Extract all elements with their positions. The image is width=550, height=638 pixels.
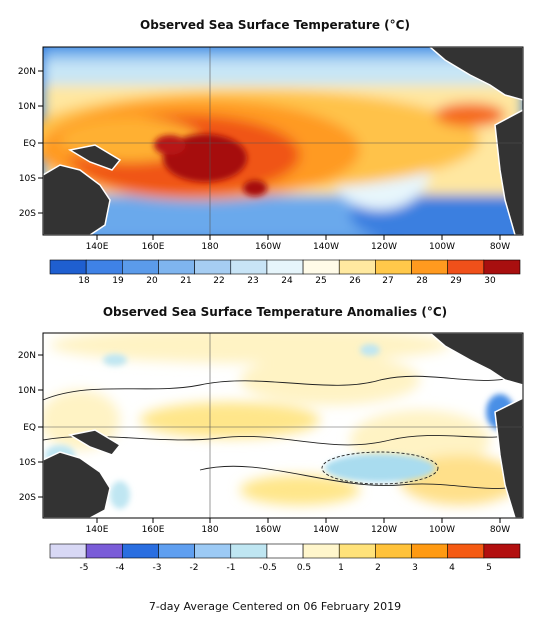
- colorbar-label: 23: [247, 276, 258, 286]
- lon-label: 140W: [313, 525, 339, 535]
- lat-label: 10N: [18, 386, 36, 396]
- colorbar-label: 21: [180, 276, 191, 286]
- colorbar-label: 1: [338, 563, 344, 573]
- sst-map-title: Observed Sea Surface Temperature (°C): [140, 18, 410, 32]
- lon-label: 140W: [313, 242, 339, 252]
- sst-colorbar: [49, 259, 521, 275]
- colorbar-swatch: [49, 543, 87, 559]
- colorbar-swatch: [302, 259, 340, 275]
- colorbar-label: 27: [382, 276, 393, 286]
- colorbar-label: 22: [213, 276, 224, 286]
- colorbar-swatch: [483, 543, 521, 559]
- colorbar-label: 4: [449, 563, 455, 573]
- colorbar-label: 18: [78, 276, 90, 286]
- land-masses: [43, 333, 523, 518]
- colorbar-swatch: [85, 543, 123, 559]
- colorbar-swatch: [447, 543, 485, 559]
- lat-label: 20S: [19, 493, 36, 503]
- lon-label: 180: [201, 525, 218, 535]
- colorbar-swatch: [266, 543, 304, 559]
- sst-colorbar-labels: 18 19 20 21 22 23 24 25 26 27 28 29 30: [78, 276, 496, 286]
- land-masses: [43, 47, 523, 235]
- colorbar-label: 19: [112, 276, 124, 286]
- lat-label: 10S: [19, 174, 36, 184]
- colorbar-swatch: [447, 259, 485, 275]
- colorbar-swatch: [230, 259, 268, 275]
- anomaly-colorbar-labels: -5 -4 -3 -2 -1 -0.5 0.5 1 2 3 4 5: [80, 563, 492, 573]
- colorbar-swatch: [194, 259, 232, 275]
- colorbar-swatch: [411, 259, 448, 275]
- colorbar-swatch: [230, 543, 268, 559]
- colorbar-swatch: [194, 543, 232, 559]
- sst-lat-labels: 20N 10N EQ 10S 20S: [18, 67, 36, 219]
- lon-label: 120W: [371, 525, 397, 535]
- lon-label: 120W: [371, 242, 397, 252]
- lat-label: 20S: [19, 209, 36, 219]
- colorbar-label: 20: [146, 276, 158, 286]
- colorbar-swatch: [158, 259, 195, 275]
- colorbar-swatch: [85, 259, 123, 275]
- colorbar-swatch: [122, 259, 159, 275]
- anomaly-lat-labels: 20N 10N EQ 10S 20S: [18, 351, 36, 503]
- colorbar-label: 26: [349, 276, 361, 286]
- colorbar-label: 2: [375, 563, 381, 573]
- colorbar-label: -2: [190, 563, 199, 573]
- colorbar-swatch: [49, 259, 87, 275]
- anomaly-map-title: Observed Sea Surface Temperature Anomali…: [102, 305, 448, 319]
- lon-label: 160E: [142, 525, 165, 535]
- colorbar-label: 5: [486, 563, 492, 573]
- lon-label: 80W: [490, 242, 510, 252]
- colorbar-label: -4: [116, 563, 125, 573]
- colorbar-label: 29: [450, 276, 462, 286]
- colorbar-swatch: [375, 259, 412, 275]
- lon-label: 140E: [86, 525, 109, 535]
- lon-label: 160W: [255, 242, 281, 252]
- colorbar-swatch: [338, 543, 376, 559]
- colorbar-label: 25: [315, 276, 326, 286]
- colorbar-swatch: [302, 543, 340, 559]
- lon-label: 180: [201, 242, 218, 252]
- lon-label: 140E: [86, 242, 109, 252]
- lon-label: 160E: [142, 242, 165, 252]
- colorbar-label: -1: [227, 563, 236, 573]
- anomaly-colorbar: [49, 543, 521, 559]
- sst-map: 20N 10N EQ 10S 20S 140E 160E 180 160W 14…: [18, 46, 524, 286]
- colorbar-swatch: [338, 259, 376, 275]
- colorbar-label: 3: [412, 563, 418, 573]
- colorbar-swatch: [483, 259, 521, 275]
- lat-label: 10S: [19, 458, 36, 468]
- lat-label: 10N: [18, 102, 36, 112]
- lon-label: 100W: [429, 525, 455, 535]
- colorbar-swatch: [266, 259, 304, 275]
- colorbar-label: 28: [416, 276, 428, 286]
- colorbar-label: 24: [281, 276, 293, 286]
- lon-label: 100W: [429, 242, 455, 252]
- lat-label: EQ: [23, 139, 36, 149]
- anomaly-lon-labels: 140E 160E 180 160W 140W 120W 100W 80W: [86, 525, 511, 535]
- colorbar-label: 0.5: [297, 563, 311, 573]
- colorbar-swatch: [411, 543, 448, 559]
- lat-label: 20N: [18, 67, 36, 77]
- lat-label: 20N: [18, 351, 36, 361]
- anomaly-map: 20N 10N EQ 10S 20S 140E 160E 180 160W 14…: [18, 332, 524, 573]
- colorbar-label: -3: [153, 563, 162, 573]
- colorbar-label: -0.5: [259, 563, 277, 573]
- lon-label: 160W: [255, 525, 281, 535]
- colorbar-swatch: [122, 543, 159, 559]
- colorbar-swatch: [375, 543, 412, 559]
- sst-lon-labels: 140E 160E 180 160W 140W 120W 100W 80W: [86, 242, 511, 252]
- colorbar-swatch: [158, 543, 195, 559]
- lon-label: 80W: [490, 525, 510, 535]
- colorbar-label: -5: [80, 563, 89, 573]
- date-caption: 7-day Average Centered on 06 February 20…: [148, 600, 402, 613]
- colorbar-label: 30: [484, 276, 496, 286]
- lat-label: EQ: [23, 423, 36, 433]
